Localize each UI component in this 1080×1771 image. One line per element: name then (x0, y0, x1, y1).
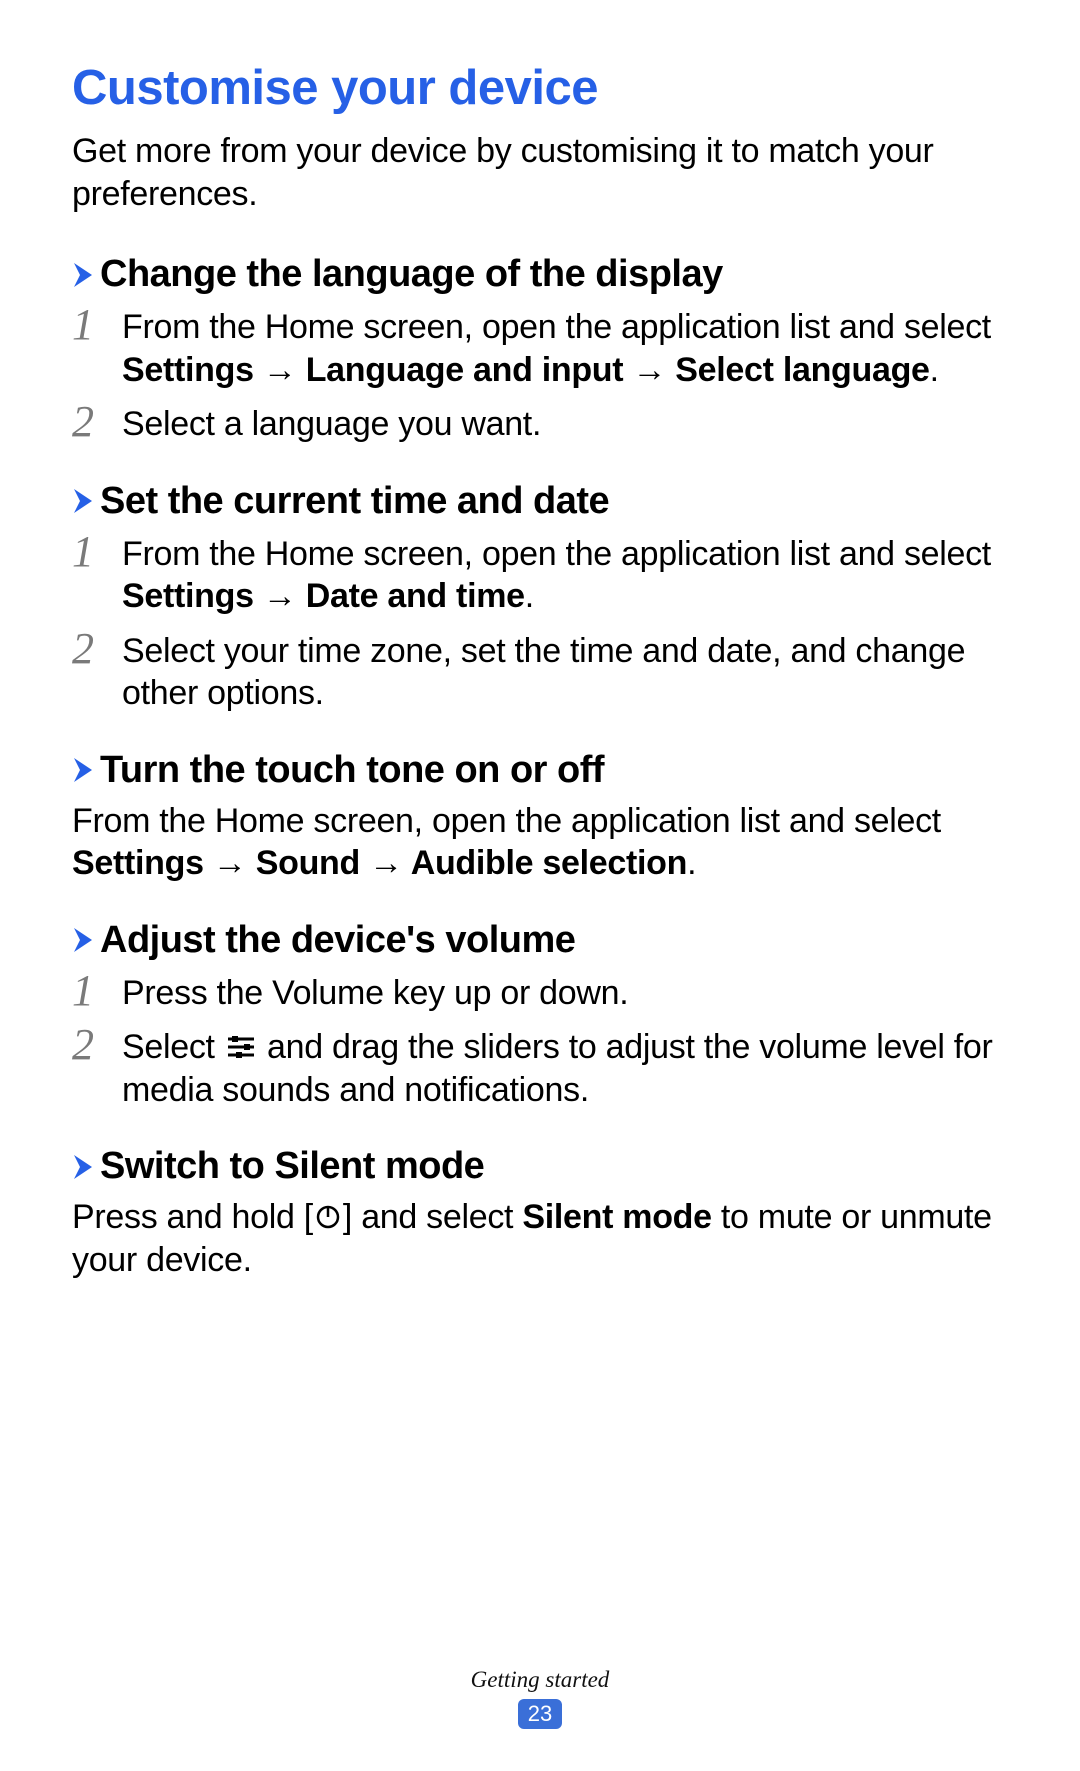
step-item: 2 Select a language you want. (72, 401, 1008, 446)
subheading-text: Turn the touch tone on or off (100, 749, 604, 792)
step-text-pre: From the Home screen, open the applicati… (122, 535, 991, 573)
subheading-text: Switch to Silent mode (100, 1145, 484, 1188)
section-paragraph: From the Home screen, open the applicati… (72, 800, 1008, 885)
step-number: 1 (72, 304, 122, 346)
page-footer: Getting started 23 (0, 1667, 1080, 1729)
step-number: 2 (72, 1024, 122, 1066)
subheading-text: Set the current time and date (100, 480, 609, 523)
subheading: Set the current time and date (72, 480, 1008, 523)
step-body: Select a language you want. (122, 401, 1008, 446)
step-item: 2 Select your time zone, set the time an… (72, 628, 1008, 715)
step-number: 2 (72, 628, 122, 670)
step-body: From the Home screen, open the applicati… (122, 304, 1008, 391)
step-body: Press the Volume key up or down. (122, 970, 1008, 1015)
section-change-language: Change the language of the display 1 Fro… (72, 253, 1008, 446)
step-item: 2 Select and drag the sliders to adjust … (72, 1024, 1008, 1111)
step-text-pre: Select a language you want. (122, 405, 541, 443)
chevron-icon (72, 926, 94, 954)
para-bold: Settings → Sound → Audible selection (72, 844, 687, 882)
step-item: 1 From the Home screen, open the applica… (72, 531, 1008, 618)
subheading: Adjust the device's volume (72, 919, 1008, 962)
footer-section-label: Getting started (0, 1667, 1080, 1693)
para-pre: Press and hold [ (72, 1198, 313, 1236)
step-item: 1 Press the Volume key up or down. (72, 970, 1008, 1015)
step-body: Select and drag the sliders to adjust th… (122, 1024, 1008, 1111)
step-text-pre: Select your time zone, set the time and … (122, 632, 965, 713)
para-post: . (687, 844, 696, 882)
section-time-date: Set the current time and date 1 From the… (72, 480, 1008, 715)
chevron-icon (72, 1153, 94, 1181)
step-text-pre: Press the Volume key up or down. (122, 974, 628, 1012)
page-number-badge: 23 (518, 1699, 562, 1729)
step-text-post: . (525, 577, 534, 615)
step-item: 1 From the Home screen, open the applica… (72, 304, 1008, 391)
subheading: Turn the touch tone on or off (72, 749, 1008, 792)
section-volume: Adjust the device's volume 1 Press the V… (72, 919, 1008, 1112)
section-silent-mode: Switch to Silent mode Press and hold [ ] … (72, 1145, 1008, 1281)
step-number: 1 (72, 531, 122, 573)
step-text-bold: Settings → Date and time (122, 577, 525, 615)
subheading: Change the language of the display (72, 253, 1008, 296)
subheading-text: Adjust the device's volume (100, 919, 575, 962)
chevron-icon (72, 756, 94, 784)
chevron-icon (72, 261, 94, 289)
step-text-pre: From the Home screen, open the applicati… (122, 308, 991, 346)
section-paragraph: Press and hold [ ] and select Silent mode… (72, 1196, 1008, 1281)
para-bold: Silent mode (522, 1198, 711, 1236)
power-icon (315, 1204, 341, 1230)
intro-text: Get more from your device by customising… (72, 130, 1008, 215)
sliders-icon (226, 1034, 256, 1060)
chevron-icon (72, 487, 94, 515)
subheading-text: Change the language of the display (100, 253, 723, 296)
step-number: 1 (72, 970, 122, 1012)
step-number: 2 (72, 401, 122, 443)
section-touch-tone: Turn the touch tone on or off From the H… (72, 749, 1008, 885)
step-text-pre: Select (122, 1028, 224, 1066)
step-body: Select your time zone, set the time and … (122, 628, 1008, 715)
step-text-bold: Settings → Language and input → Select l… (122, 351, 930, 389)
subheading: Switch to Silent mode (72, 1145, 1008, 1188)
para-mid: ] and select (343, 1198, 522, 1236)
para-pre: From the Home screen, open the applicati… (72, 802, 941, 840)
step-body: From the Home screen, open the applicati… (122, 531, 1008, 618)
page-title: Customise your device (72, 60, 1008, 116)
step-text-post: . (930, 351, 939, 389)
